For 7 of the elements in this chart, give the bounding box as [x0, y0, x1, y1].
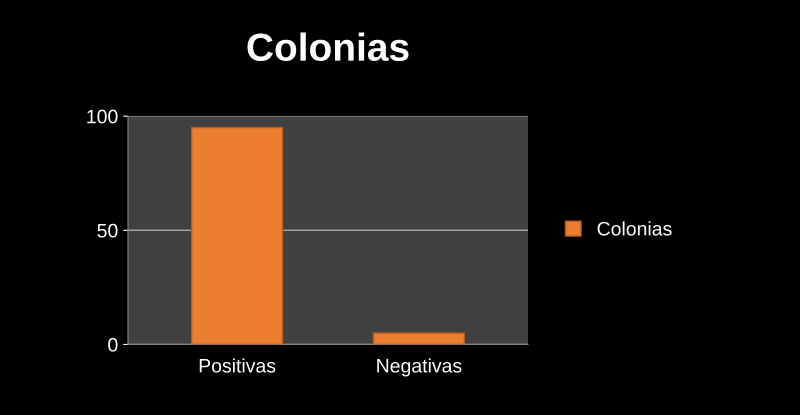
- legend-label: Colonias: [598, 221, 672, 236]
- x-tick-label: Positivas: [200, 358, 276, 373]
- y-tick-label: 0: [108, 338, 118, 352]
- chart-title: Colonias: [247, 32, 409, 62]
- y-tick-label: 50: [97, 224, 118, 238]
- x-tick-label: Negativas: [377, 358, 462, 376]
- y-tick-label: 100: [87, 110, 118, 124]
